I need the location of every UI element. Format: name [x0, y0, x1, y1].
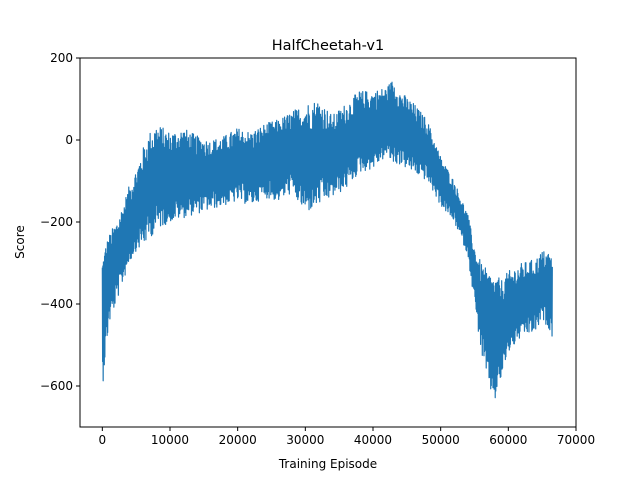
y-tick-label: −200 [40, 215, 73, 229]
series-layer [101, 81, 553, 399]
y-tick-label: −600 [40, 379, 73, 393]
x-tick-label: 50000 [422, 433, 460, 447]
plot-frame [79, 57, 577, 428]
y-tick-label: 200 [50, 51, 73, 65]
x-tick-label: 10000 [151, 433, 189, 447]
y-axis: −600 −400 −200 0 200 [40, 51, 80, 393]
x-tick-label: 0 [99, 433, 107, 447]
y-axis-label: Score [13, 225, 27, 259]
x-axis-label: Training Episode [278, 457, 377, 471]
x-tick-label: 40000 [354, 433, 392, 447]
x-axis: 0 10000 20000 30000 40000 50000 60000 70000 [99, 427, 595, 447]
x-tick-label: 60000 [489, 433, 527, 447]
y-tick-label: 0 [65, 133, 73, 147]
chart-title: HalfCheetah-v1 [272, 38, 385, 54]
plot-background [80, 58, 576, 427]
y-tick-label: −400 [40, 297, 73, 311]
x-tick-label: 20000 [219, 433, 257, 447]
x-tick-label: 30000 [286, 433, 324, 447]
series-line-score [101, 81, 553, 399]
x-tick-label: 70000 [557, 433, 595, 447]
